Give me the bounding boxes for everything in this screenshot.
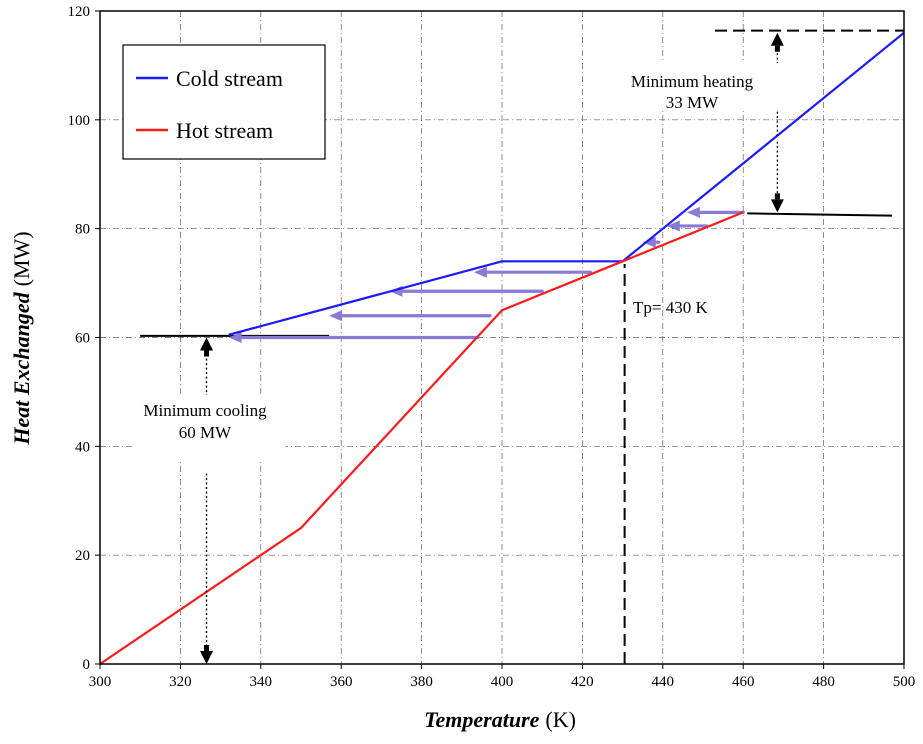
x-tick-label: 400: [491, 674, 514, 690]
y-axis-title-unit: (MW): [9, 231, 34, 286]
dotted-arrowhead: [200, 337, 214, 351]
y-axis-title: Heat Exchanged (MW): [9, 231, 34, 445]
x-tick-label: 380: [410, 674, 433, 690]
legend: Cold stream Hot stream: [122, 44, 326, 160]
heat-transfer-arrowhead: [666, 220, 680, 232]
cold-stream-line: [228, 31, 905, 336]
y-tick-label: 120: [68, 4, 91, 20]
x-tick-label: 420: [571, 674, 594, 690]
x-axis-title-name: Temperature: [424, 707, 540, 732]
heat-transfer-arrowhead: [228, 332, 242, 343]
y-tick-label: 60: [75, 331, 90, 347]
y-axis-title-name: Heat Exchanged: [9, 291, 34, 445]
dotted-arrow-stem: [204, 645, 210, 651]
y-tick-label: 100: [68, 113, 91, 129]
y-tick-label: 80: [75, 222, 90, 238]
dotted-arrow-stem: [774, 193, 780, 200]
dotted-arrow-stem: [204, 350, 210, 357]
dotted-arrowhead: [770, 199, 784, 213]
pinch-label: Tp= 430 K: [633, 298, 708, 317]
x-tick-labels: 300 320 340 360 380 400 420 440 460 480 500: [89, 664, 916, 690]
x-tick-label: 340: [250, 674, 273, 690]
heat-transfer-arrows: [228, 206, 745, 343]
dotted-arrowhead: [200, 651, 214, 664]
min-heating-value: 33 MW: [666, 93, 719, 112]
heat-transfer-arrowhead: [642, 236, 656, 248]
x-tick-label: 440: [652, 674, 675, 690]
legend-box: [122, 44, 326, 160]
heat-transfer-arrowhead: [329, 310, 343, 322]
reference-line: [747, 212, 892, 217]
heat-transfer-arrowhead: [473, 266, 487, 278]
x-tick-label: 500: [893, 674, 916, 690]
annotation-bg-heating: [604, 63, 782, 111]
x-tick-label: 460: [732, 674, 755, 690]
annotation-bg-cooling: [133, 395, 285, 461]
y-tick-label: 0: [83, 657, 91, 673]
legend-label-cold: Cold stream: [176, 66, 283, 91]
x-tick-label: 360: [330, 674, 353, 690]
x-tick-label: 300: [89, 674, 112, 690]
hot-stream-line: [99, 211, 744, 665]
min-cooling-label: Minimum cooling: [143, 401, 267, 420]
legend-label-hot: Hot stream: [176, 118, 273, 143]
x-axis-title: Temperature (K): [424, 707, 576, 732]
min-heating-label: Minimum heating: [631, 72, 754, 91]
dotted-arrow-stem: [774, 45, 780, 52]
dotted-arrowhead: [770, 32, 784, 46]
x-axis-title-unit: (K): [545, 707, 576, 732]
min-cooling-value: 60 MW: [179, 423, 232, 442]
y-tick-labels: 0 20 40 60 80 100 120: [68, 4, 100, 673]
series-lines: [99, 31, 905, 665]
x-tick-label: 480: [812, 674, 835, 690]
heat-transfer-arrowhead: [686, 206, 700, 218]
y-tick-label: 40: [75, 439, 90, 455]
y-tick-label: 20: [75, 548, 90, 564]
x-tick-label: 320: [169, 674, 192, 690]
